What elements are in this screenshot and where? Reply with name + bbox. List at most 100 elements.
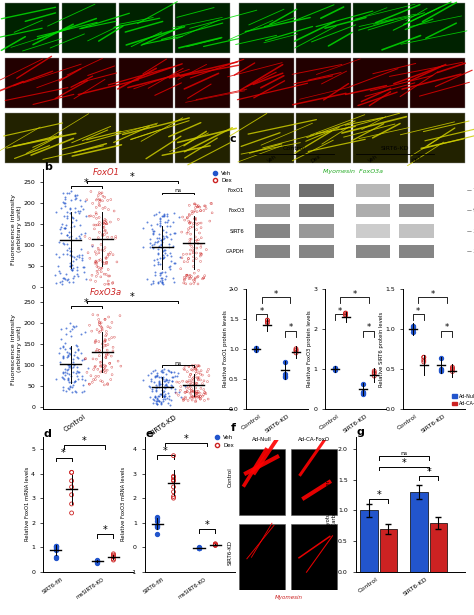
Point xyxy=(253,344,260,354)
Point xyxy=(153,220,161,229)
Point xyxy=(75,208,82,218)
Point xyxy=(191,363,199,373)
Point xyxy=(69,321,76,331)
Point xyxy=(60,223,68,233)
Point xyxy=(94,310,101,320)
Point xyxy=(83,195,91,205)
Point xyxy=(176,252,184,262)
Point xyxy=(169,372,177,382)
Point xyxy=(188,392,196,402)
Point xyxy=(183,387,191,397)
Point xyxy=(59,341,66,351)
Point xyxy=(182,279,190,289)
Point xyxy=(160,211,167,221)
Point xyxy=(191,268,198,278)
Point xyxy=(200,385,208,395)
Point xyxy=(164,378,172,387)
Point xyxy=(281,357,289,367)
Point xyxy=(102,218,109,228)
Text: GAPDH: GAPDH xyxy=(226,249,244,254)
Point xyxy=(101,243,109,253)
Point xyxy=(94,269,101,279)
Point xyxy=(59,238,67,248)
Point xyxy=(157,372,165,382)
Bar xyxy=(361,510,378,572)
Point xyxy=(157,365,165,375)
Point xyxy=(62,223,69,233)
Point xyxy=(205,364,212,374)
Point xyxy=(96,346,103,355)
Point xyxy=(61,198,69,208)
Text: e: e xyxy=(145,429,153,438)
Point xyxy=(264,318,271,328)
Point xyxy=(438,364,445,374)
Point xyxy=(192,388,200,398)
Point xyxy=(108,362,116,372)
Point xyxy=(191,232,199,242)
Point xyxy=(102,336,109,346)
Point xyxy=(195,265,202,275)
Point xyxy=(191,388,199,398)
Point xyxy=(152,379,160,389)
Point xyxy=(159,279,166,288)
Point xyxy=(151,392,159,402)
Point xyxy=(105,205,112,215)
Point xyxy=(264,315,271,325)
Point xyxy=(438,353,445,363)
Point xyxy=(187,273,194,283)
Point xyxy=(79,204,86,213)
Point xyxy=(180,278,188,288)
Point xyxy=(74,374,82,384)
Point xyxy=(189,392,197,402)
Point xyxy=(59,383,67,392)
Point xyxy=(202,389,210,399)
Point xyxy=(154,529,161,539)
Point xyxy=(157,235,164,245)
Point xyxy=(185,362,192,371)
Point xyxy=(197,223,205,232)
Point xyxy=(185,216,192,226)
Point xyxy=(167,383,175,393)
Point xyxy=(151,365,159,375)
Point xyxy=(109,549,117,559)
Point xyxy=(105,271,112,281)
Point xyxy=(170,472,177,482)
Point xyxy=(162,217,169,227)
Point xyxy=(183,383,191,393)
Point xyxy=(171,208,178,218)
Point xyxy=(56,224,64,234)
Point xyxy=(192,392,200,402)
Point xyxy=(155,278,162,288)
Point xyxy=(75,250,83,260)
Point xyxy=(148,384,156,394)
Point xyxy=(191,380,198,390)
Point xyxy=(156,389,164,399)
Point xyxy=(172,258,179,268)
Point xyxy=(81,375,89,385)
Point xyxy=(102,361,109,371)
Point xyxy=(102,269,110,279)
Point xyxy=(101,192,109,202)
Point xyxy=(72,368,80,378)
Point xyxy=(264,317,271,327)
Point xyxy=(59,276,66,285)
Point xyxy=(170,367,177,377)
Point xyxy=(331,363,338,373)
Point xyxy=(195,543,203,553)
Point xyxy=(89,199,96,208)
Point xyxy=(171,228,179,238)
Point xyxy=(188,365,195,375)
Point xyxy=(209,208,216,218)
Point xyxy=(79,250,86,260)
Point xyxy=(359,388,367,398)
Point xyxy=(62,201,69,211)
Point xyxy=(149,243,156,253)
Point xyxy=(82,274,90,284)
Point xyxy=(104,196,111,205)
Point xyxy=(190,279,198,288)
Point xyxy=(170,487,177,497)
Point xyxy=(197,366,205,376)
Point xyxy=(200,376,208,386)
Point xyxy=(59,368,67,378)
Point xyxy=(91,336,99,346)
